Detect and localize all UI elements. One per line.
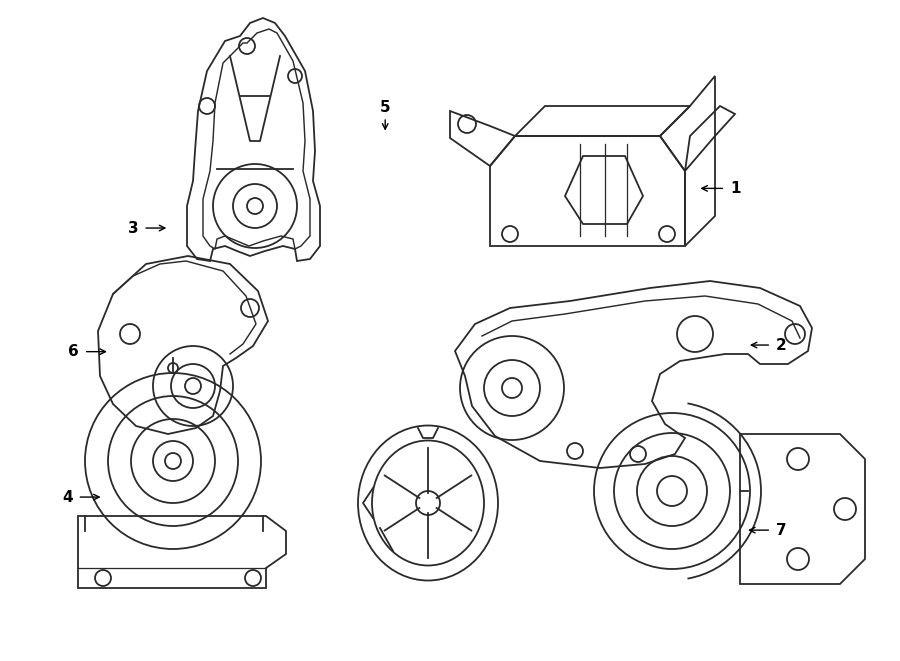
Text: 5: 5: [380, 100, 391, 114]
Text: 2: 2: [776, 338, 787, 352]
Text: 3: 3: [128, 221, 139, 235]
Text: 1: 1: [730, 181, 741, 196]
Text: 7: 7: [776, 523, 787, 537]
Text: 4: 4: [62, 490, 73, 504]
Text: 6: 6: [68, 344, 79, 359]
